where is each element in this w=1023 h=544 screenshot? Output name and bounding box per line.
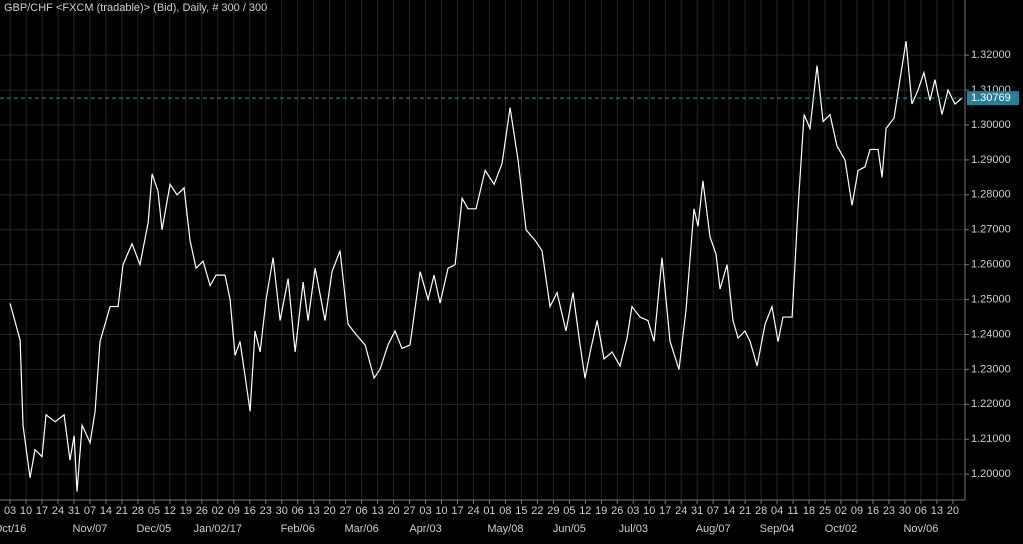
y-tick-label: 1.28000 [971, 189, 1011, 201]
x-tick-label: 28 [132, 505, 144, 517]
x-tick-label: 12 [579, 505, 591, 517]
y-tick-label: 1.25000 [971, 293, 1011, 305]
x-tick-label: 11 [787, 505, 798, 517]
x-tick-label: 05 [148, 505, 160, 517]
x-tick-label: 21 [116, 505, 128, 517]
x-tick-label: 28 [755, 505, 767, 517]
x-tick-label: 13 [371, 505, 383, 517]
x-tick-label: 27 [403, 505, 415, 517]
x-tick-label: 10 [643, 505, 655, 517]
x-tick-label: 24 [675, 505, 687, 517]
x-tick-label: 16 [867, 505, 879, 517]
x-tick-label: 06 [355, 505, 367, 517]
x-tick-label: 31 [68, 505, 80, 517]
x-tick-label: 07 [84, 505, 96, 517]
y-tick-label: 1.22000 [971, 398, 1011, 410]
x-tick-label: 03 [4, 505, 16, 517]
x-tick-label: 22 [531, 505, 543, 517]
y-tick-label: 1.23000 [971, 363, 1011, 375]
x-tick-label: 19 [595, 505, 607, 517]
y-tick-label: 1.24000 [971, 328, 1011, 340]
x-tick-label: 19 [180, 505, 192, 517]
y-tick-label: 1.27000 [971, 224, 1011, 236]
y-tick-label: 1.30000 [971, 119, 1011, 131]
month-label: Aug/07 [696, 523, 731, 535]
x-tick-label: 02 [835, 505, 847, 517]
x-tick-label: 25 [819, 505, 831, 517]
x-tick-label: 16 [244, 505, 256, 517]
x-tick-label: 13 [308, 505, 320, 517]
x-tick-label: 08 [499, 505, 511, 517]
x-tick-label: 29 [547, 505, 559, 517]
month-label: May/08 [487, 523, 523, 535]
x-tick-label: 13 [931, 505, 943, 517]
month-label: Jan/02/17 [194, 523, 242, 535]
x-tick-label: 01 [483, 505, 495, 517]
x-tick-label: 20 [947, 505, 959, 517]
x-tick-label: 03 [419, 505, 431, 517]
y-tick-label: 1.26000 [971, 259, 1011, 271]
x-tick-label: 20 [387, 505, 399, 517]
x-tick-label: 17 [659, 505, 671, 517]
month-label: Dec/05 [136, 523, 171, 535]
x-tick-label: 09 [851, 505, 863, 517]
x-tick-label: 31 [691, 505, 703, 517]
x-tick-label: 17 [451, 505, 463, 517]
month-label: Nov/06 [903, 523, 938, 535]
month-label: Feb/06 [281, 523, 315, 535]
x-tick-label: 06 [292, 505, 304, 517]
x-tick-label: 27 [340, 505, 352, 517]
x-tick-label: 17 [36, 505, 48, 517]
x-tick-label: 24 [467, 505, 479, 517]
x-tick-label: 14 [723, 505, 735, 517]
x-tick-label: 06 [915, 505, 927, 517]
x-tick-label: 30 [276, 505, 288, 517]
month-label: Nov/07 [73, 523, 108, 535]
month-label: Jun/05 [553, 523, 586, 535]
x-tick-label: 20 [324, 505, 336, 517]
x-tick-label: 10 [20, 505, 32, 517]
month-label: Oct/02 [825, 523, 857, 535]
y-tick-label: 1.32000 [971, 49, 1011, 61]
x-tick-label: 18 [803, 505, 815, 517]
grid [0, 0, 965, 500]
x-tick-label: 09 [228, 505, 240, 517]
x-tick-label: 10 [435, 505, 447, 517]
chart-title: GBP/CHF <FXCM (tradable)> (Bid), Daily, … [4, 2, 267, 14]
x-tick-label: 23 [260, 505, 272, 517]
price-line [9, 41, 963, 492]
x-tick-label: 23 [883, 505, 895, 517]
x-tick-label: 02 [212, 505, 224, 517]
month-label: Sep/04 [760, 523, 795, 535]
month-label: Oct/16 [0, 523, 26, 535]
y-tick-label: 1.21000 [971, 433, 1011, 445]
x-tick-label: 05 [563, 505, 575, 517]
last-price-label: 1.30769 [971, 92, 1011, 104]
x-tick-label: 04 [771, 505, 783, 517]
month-label: Jul/03 [619, 523, 648, 535]
x-tick-label: 14 [100, 505, 112, 517]
x-tick-label: 26 [611, 505, 623, 517]
x-tick-label: 12 [164, 505, 176, 517]
month-label: Apr/03 [409, 523, 441, 535]
x-tick-label: 07 [707, 505, 719, 517]
x-tick-label: 24 [52, 505, 64, 517]
x-tick-label: 30 [899, 505, 911, 517]
month-label: Mar/06 [344, 523, 378, 535]
y-tick-label: 1.29000 [971, 154, 1011, 166]
x-tick-label: 15 [515, 505, 527, 517]
last-price-box [967, 91, 1019, 106]
y-tick-label: 1.20000 [971, 468, 1011, 480]
x-tick-label: 26 [196, 505, 208, 517]
x-tick-label: 03 [627, 505, 639, 517]
x-tick-label: 21 [739, 505, 751, 517]
